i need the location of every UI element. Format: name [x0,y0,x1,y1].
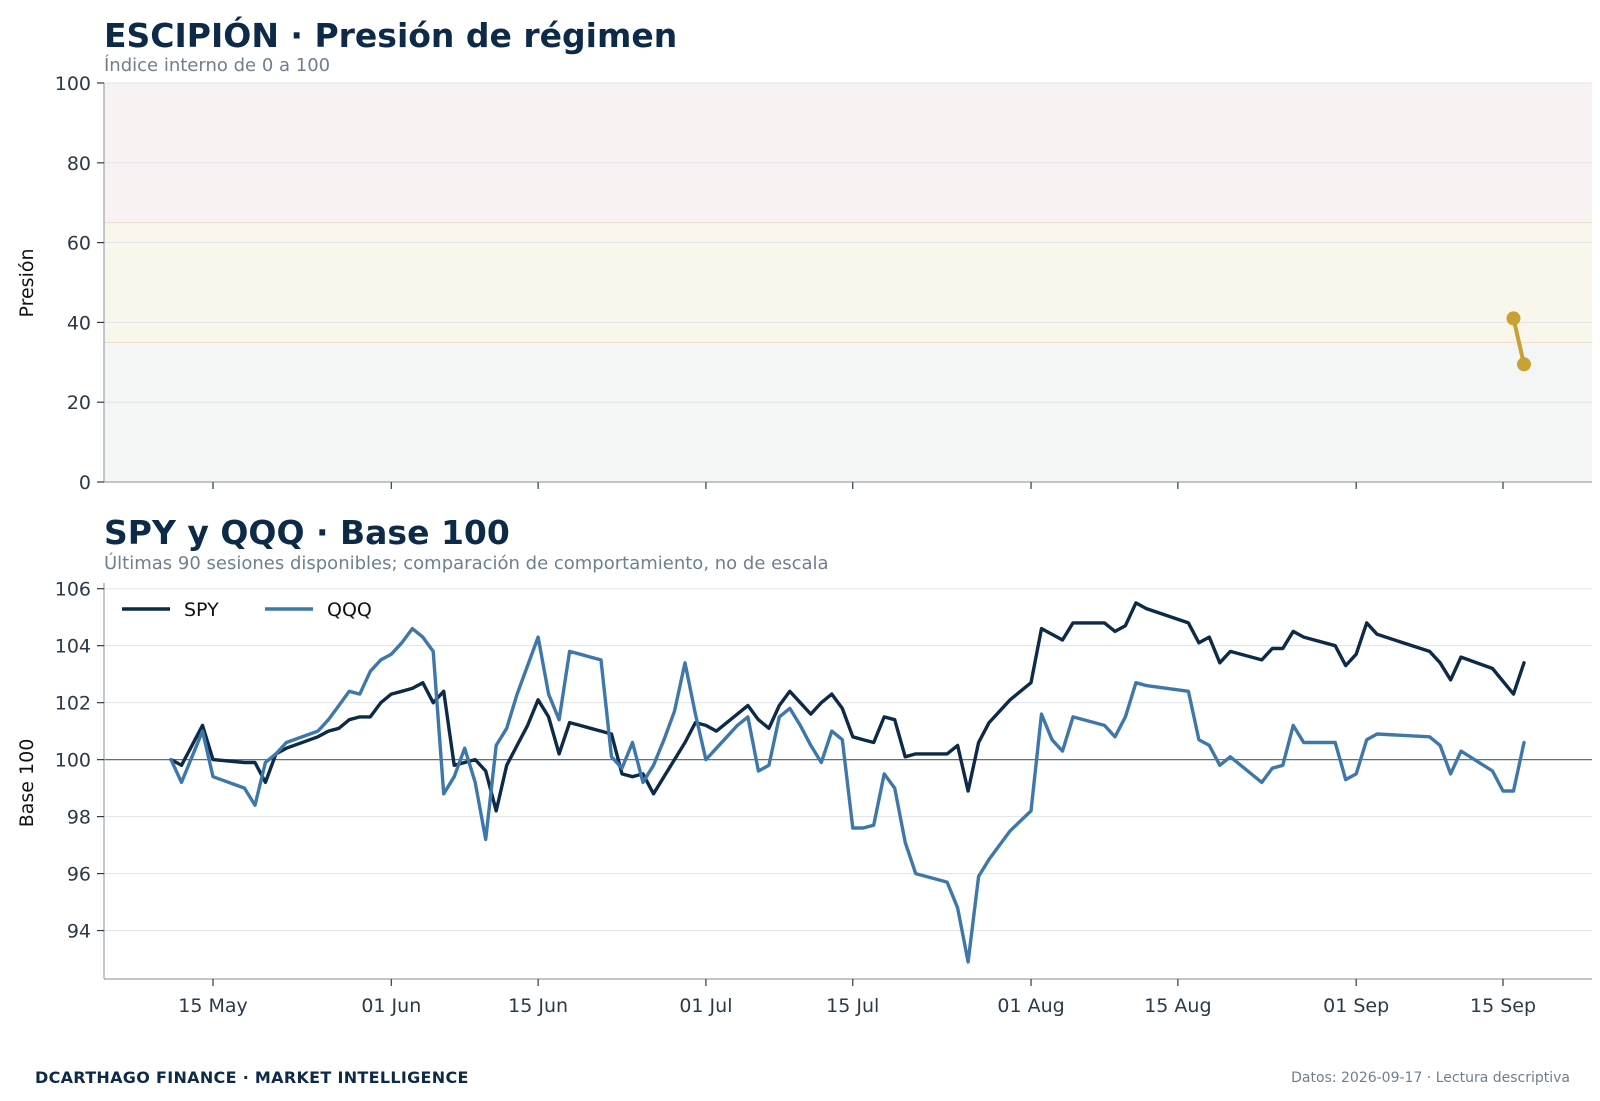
pressure-subtitle: Índice interno de 0 a 100 [104,54,330,76]
base100-xtick-label: 15 Jun [508,995,568,1017]
base100-title: SPY y QQQ · Base 100 [104,513,510,552]
base100-gridlines [104,588,1592,932]
pressure-band-2 [104,83,1592,223]
pressure-axes: 0 20 40 60 80 100 [55,73,1592,494]
base100-xtick-label: 01 Aug [997,995,1064,1017]
pressure-title: ESCIPIÓN · Presión de régimen [104,15,677,55]
pressure-point-0 [1506,311,1521,326]
base100-axes: 94 96 98 100 102 104 106 15 May 01 Jun 15 Jun 01 J… [55,579,1592,1017]
footer-brand: DCARTHAGO FINANCE · MARKET INTELLIGENCE [35,1068,469,1087]
series-line-qqq [169,626,1526,964]
pressure-ytick-label: 60 [67,233,91,255]
base100-xtick-label: 01 Jun [361,995,421,1017]
legend-label-qqq: QQQ [327,599,372,621]
base100-xtick-label: 15 Aug [1144,995,1211,1017]
base100-xtick-label: 15 Jul [826,995,879,1017]
base100-ytick-label: 104 [55,636,91,658]
pressure-bands [104,83,1592,482]
pressure-ytick-label: 40 [67,312,91,334]
base100-ylabel: Base 100 [16,739,38,828]
base100-series [169,601,1526,964]
pressure-ytick-label: 0 [79,472,91,494]
pressure-ylabel: Presión [16,248,38,317]
pressure-line [1511,316,1526,367]
base100-xtick-label: 15 Sep [1470,995,1536,1017]
pressure-series [1506,311,1531,372]
base100-panel: 94 96 98 100 102 104 106 15 May 01 Jun 15 Jun 01 J… [16,513,1592,1017]
pressure-ytick-label: 100 [55,73,91,95]
pressure-ytick-label: 80 [67,153,91,175]
pressure-point-1 [1516,357,1531,372]
base100-ytick-label: 106 [55,579,91,601]
base100-ytick-label: 100 [55,750,91,772]
footer-note: Datos: 2026-09-17 · Lectura descriptiva [1291,1070,1570,1086]
series-line-spy [169,601,1526,813]
pressure-ytick-label: 20 [67,392,91,414]
base100-ytick-label: 102 [55,693,91,715]
legend-label-spy: SPY [184,599,219,621]
pressure-band-0 [104,342,1592,482]
pressure-panel: 0 20 40 60 80 100 ESCIPIÓN · Presión de régim… [16,15,1592,494]
base100-xtick-label: 01 Sep [1323,995,1389,1017]
pressure-band-1 [104,222,1592,343]
legend: SPY QQQ [122,599,372,621]
base100-xtick-label: 01 Jul [679,995,732,1017]
base100-ytick-label: 98 [67,807,91,829]
base100-ytick-label: 96 [67,864,91,886]
base100-ytick-label: 94 [67,921,91,943]
base100-xtick-label: 15 May [178,995,248,1017]
base100-subtitle: Últimas 90 sesiones disponibles; compara… [104,552,829,574]
